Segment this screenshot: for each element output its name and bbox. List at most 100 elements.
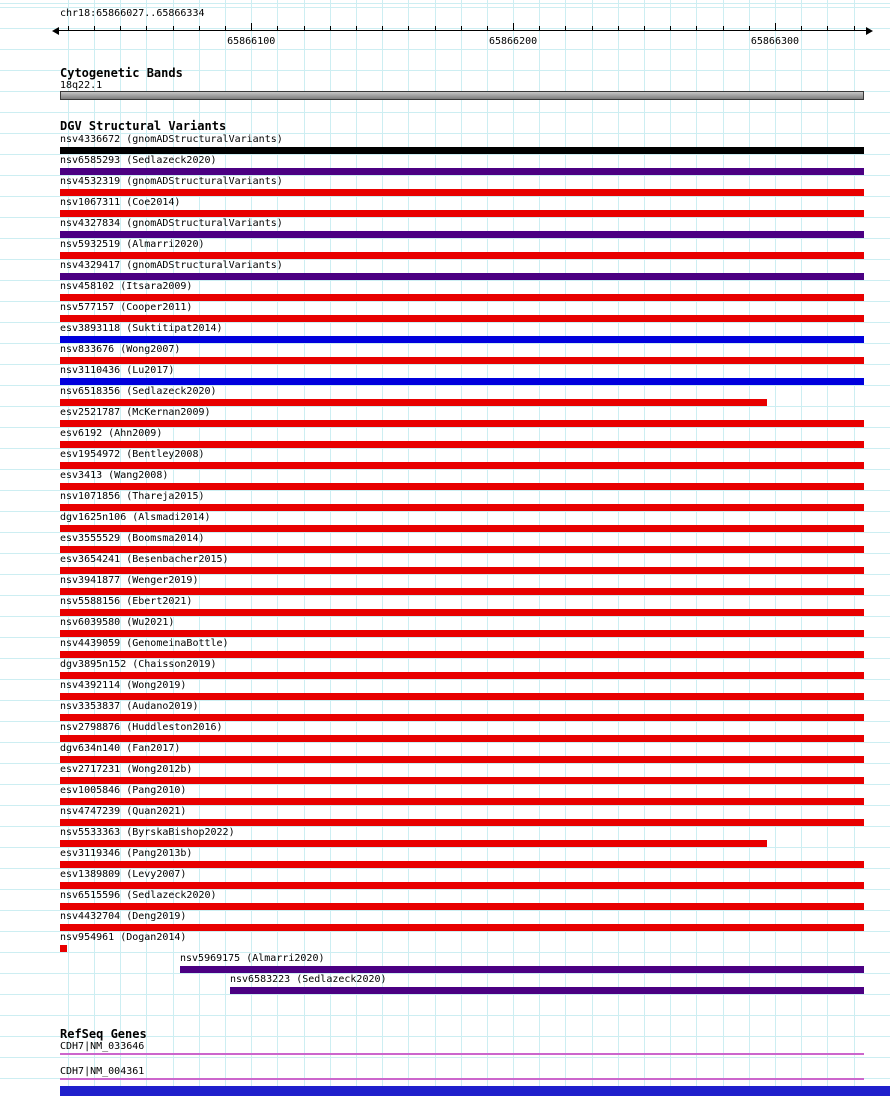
variant-bar[interactable]: [60, 861, 864, 868]
ruler-tick-label: 65866300: [750, 36, 800, 47]
variant-label: dgv634n140 (Fan2017): [60, 743, 181, 754]
ruler-tick-label: 65866200: [488, 36, 538, 47]
variant-bar[interactable]: [60, 840, 767, 847]
variant-bar[interactable]: [60, 714, 864, 721]
variant-label: nsv6039580 (Wu2021): [60, 617, 175, 628]
variant-bar[interactable]: [60, 378, 864, 385]
variant-label: nsv4532319 (gnomADStructuralVariants): [60, 176, 283, 187]
ruler-left-arrow-icon: [52, 27, 59, 35]
ruler-minor-tick: [303, 26, 305, 30]
variant-bar[interactable]: [60, 924, 864, 931]
ruler-major-tick: [251, 23, 253, 30]
variant-label: esv3654241 (Besenbacher2015): [60, 554, 229, 565]
variant-bar[interactable]: [60, 525, 864, 532]
variant-label: nsv5588156 (Ebert2021): [60, 596, 193, 607]
variant-bar[interactable]: [60, 882, 864, 889]
variant-bar[interactable]: [60, 630, 864, 637]
variant-label: esv6192 (Ahn2009): [60, 428, 163, 439]
gene-line[interactable]: [60, 1078, 864, 1080]
ruler-minor-tick: [67, 26, 69, 30]
ruler-tick-label: 65866100: [227, 36, 276, 47]
bottom-feature-bar[interactable]: [60, 1086, 890, 1096]
variant-bar[interactable]: [60, 357, 864, 364]
gene-label: CDH7|NM_004361: [60, 1066, 145, 1077]
ruler-minor-tick: [617, 26, 619, 30]
variant-bar[interactable]: [60, 903, 864, 910]
variant-bar[interactable]: [60, 336, 864, 343]
variant-bar[interactable]: [60, 735, 864, 742]
variant-bar[interactable]: [60, 210, 864, 217]
variant-bar[interactable]: [60, 798, 864, 805]
variant-bar[interactable]: [60, 651, 864, 658]
variant-label: esv1954972 (Bentley2008): [60, 449, 205, 460]
ruler-minor-tick: [801, 26, 803, 30]
variant-bar[interactable]: [60, 420, 864, 427]
track-title-refseq: RefSeq Genes: [60, 1027, 147, 1041]
variant-label: dgv3895n152 (Chaisson2019): [60, 659, 217, 670]
ruler-minor-tick: [355, 26, 357, 30]
ruler-minor-tick: [94, 26, 96, 30]
cytoband-bar[interactable]: [60, 91, 864, 100]
variant-label: nsv6518356 (Sedlazeck2020): [60, 386, 217, 397]
ruler-minor-tick: [748, 26, 750, 30]
variant-label: nsv4747239 (Quan2021): [60, 806, 187, 817]
variant-bar[interactable]: [60, 588, 864, 595]
variant-label: esv3413 (Wang2008): [60, 470, 169, 481]
variant-label: esv3893118 (Suktitipat2014): [60, 323, 223, 334]
variant-bar[interactable]: [60, 189, 864, 196]
variant-bar[interactable]: [60, 693, 864, 700]
variant-bar[interactable]: [60, 315, 864, 322]
ruler-minor-tick: [120, 26, 122, 30]
variant-label: nsv3110436 (Lu2017): [60, 365, 175, 376]
ruler-line: [56, 30, 868, 31]
variant-bar[interactable]: [230, 987, 864, 994]
ruler-minor-tick: [460, 26, 462, 30]
variant-label: nsv954961 (Dogan2014): [60, 932, 187, 943]
gene-line[interactable]: [60, 1053, 864, 1055]
ruler-minor-tick: [591, 26, 593, 30]
ruler-minor-tick: [539, 26, 541, 30]
variant-bar[interactable]: [60, 168, 864, 175]
variant-label: esv1005846 (Pang2010): [60, 785, 187, 796]
variant-bar[interactable]: [60, 483, 864, 490]
variant-bar[interactable]: [60, 777, 864, 784]
variant-label: dgv1625n106 (Alsmadi2014): [60, 512, 211, 523]
ruler-major-tick: [774, 23, 776, 30]
variant-bar[interactable]: [60, 567, 864, 574]
variant-bar[interactable]: [180, 966, 864, 973]
variant-bar[interactable]: [60, 504, 864, 511]
variant-bar[interactable]: [60, 756, 864, 763]
variant-bar[interactable]: [60, 147, 864, 154]
variant-label: nsv3353837 (Audano2019): [60, 701, 199, 712]
variant-label: nsv6583223 (Sedlazeck2020): [230, 974, 387, 985]
variant-bar[interactable]: [60, 252, 864, 259]
variant-bar[interactable]: [60, 294, 864, 301]
variant-label: nsv3941877 (Wenger2019): [60, 575, 199, 586]
variant-bar[interactable]: [60, 231, 864, 238]
ruler-minor-tick: [722, 26, 724, 30]
ruler-right-arrow-icon: [866, 27, 873, 35]
variant-label: esv3119346 (Pang2013b): [60, 848, 193, 859]
variant-bar[interactable]: [60, 546, 864, 553]
variant-bar[interactable]: [60, 399, 767, 406]
ruler-minor-tick: [329, 26, 331, 30]
ruler-minor-tick: [644, 26, 645, 30]
variant-label: esv2521787 (McKernan2009): [60, 407, 211, 418]
variant-bar[interactable]: [60, 819, 864, 826]
variant-label: nsv458102 (Itsara2009): [60, 281, 193, 292]
variant-bar[interactable]: [60, 273, 864, 280]
variant-bar[interactable]: [60, 945, 67, 952]
ruler-major-tick: [513, 23, 515, 30]
variant-bar[interactable]: [60, 672, 864, 679]
variant-bar[interactable]: [60, 441, 864, 448]
variant-bar[interactable]: [60, 609, 864, 616]
variant-label: nsv833676 (Wong2007): [60, 344, 181, 355]
variant-bar[interactable]: [60, 462, 864, 469]
cytoband-label: 18q22.1: [60, 80, 103, 91]
variant-label: nsv4439059 (GenomeinaBottle): [60, 638, 229, 649]
ruler-minor-tick: [224, 26, 226, 30]
ruler-minor-tick: [277, 26, 279, 30]
